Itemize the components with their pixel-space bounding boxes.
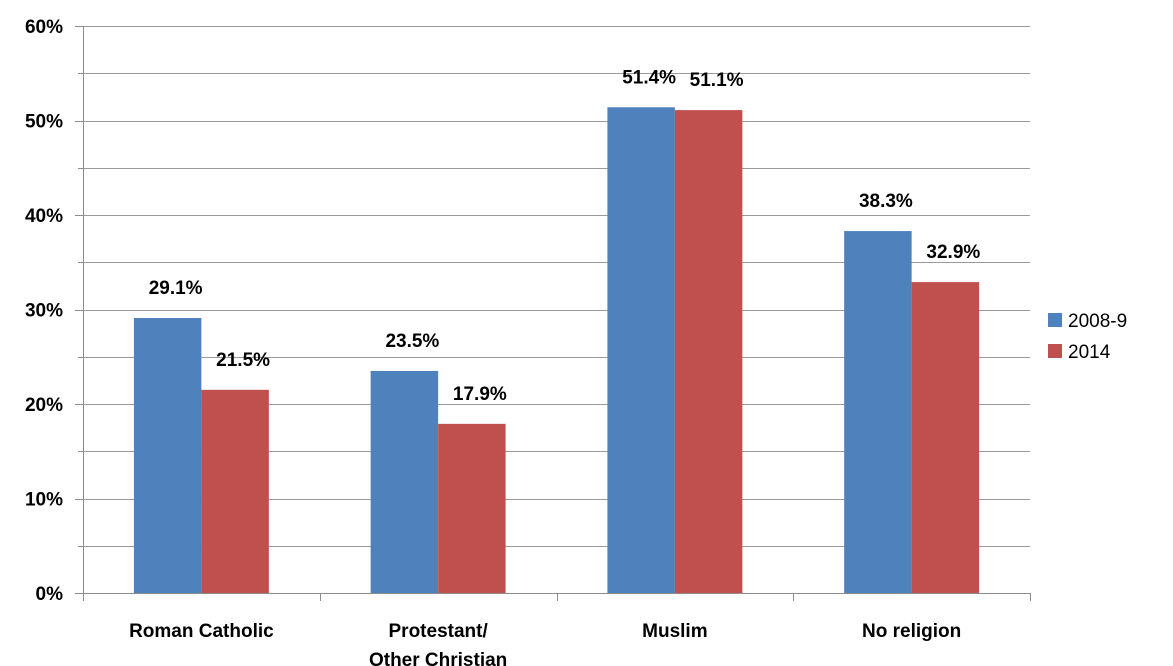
- x-category-label: No religion: [862, 621, 961, 642]
- legend-swatch: [1048, 344, 1062, 358]
- data-label: 17.9%: [453, 384, 507, 405]
- y-tick-label: 40%: [25, 206, 63, 227]
- y-tick-label: 10%: [25, 490, 63, 511]
- y-tick-label: 60%: [25, 17, 63, 38]
- bar-2008-9-2: [607, 107, 675, 594]
- bar-2014-2: [674, 110, 743, 593]
- x-axis: Roman Catholic Protestant/Other Christian…: [83, 593, 1031, 666]
- legend-label: 2008-9: [1068, 311, 1127, 332]
- data-label: 51.1%: [690, 70, 744, 91]
- data-label: 21.5%: [216, 350, 270, 371]
- data-label: 38.3%: [859, 191, 913, 212]
- x-category-label: Roman Catholic: [129, 621, 274, 642]
- y-tick-label: 20%: [25, 395, 63, 416]
- bar-2008-9-3: [844, 231, 912, 593]
- y-tick-label: 0%: [36, 584, 64, 605]
- bars: [133, 107, 980, 594]
- bar-2008-9-1: [370, 370, 439, 593]
- legend: 2008-9 2014: [1048, 311, 1127, 363]
- y-axis: 0% 10% 20% 30% 40% 50% 60%: [25, 17, 84, 605]
- data-label: 32.9%: [926, 242, 980, 263]
- legend-label: 2014: [1068, 342, 1111, 363]
- legend-swatch: [1048, 313, 1062, 327]
- x-category-label: Muslim: [642, 621, 707, 642]
- x-category-label: Other Christian: [369, 650, 507, 666]
- data-labels: 29.1% 21.5% 23.5% 17.9% 51.4% 51.1% 38.3% 32.9%: [149, 67, 981, 405]
- bar-2014-1: [438, 423, 506, 593]
- data-label: 29.1%: [149, 278, 203, 299]
- y-tick-label: 50%: [25, 112, 63, 133]
- x-category-label: Protestant/: [389, 621, 489, 642]
- y-tick-label: 30%: [25, 301, 63, 322]
- data-label: 51.4%: [622, 67, 676, 88]
- data-label: 23.5%: [385, 331, 439, 352]
- bar-2014-3: [911, 282, 980, 593]
- bar-2008-9-0: [133, 318, 202, 593]
- bar-2014-0: [201, 389, 269, 593]
